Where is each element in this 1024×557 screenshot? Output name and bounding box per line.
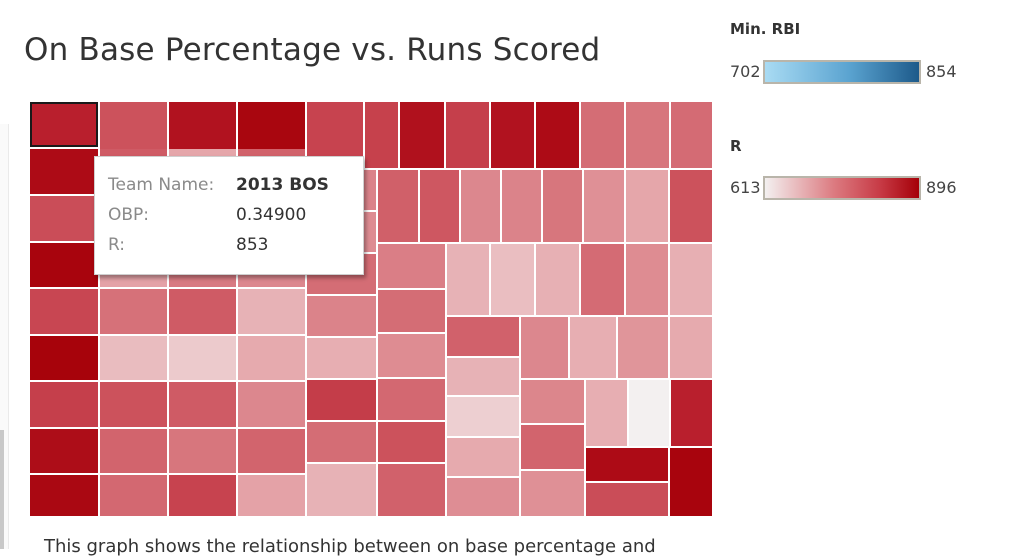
left-panel-edge bbox=[0, 124, 9, 549]
legend-r-max: 896 bbox=[926, 178, 957, 197]
tooltip-value: 2013 BOS bbox=[236, 175, 329, 195]
treemap-tile[interactable] bbox=[521, 471, 584, 516]
tooltip: Team Name: 2013 BOS OBP: 0.34900 R: 853 bbox=[94, 156, 364, 275]
tooltip-row-obp: OBP: 0.34900 bbox=[108, 205, 306, 225]
treemap-tile[interactable] bbox=[536, 244, 579, 315]
treemap-tile[interactable] bbox=[626, 244, 668, 315]
treemap-tile[interactable] bbox=[671, 380, 712, 446]
scrollbar[interactable] bbox=[0, 430, 4, 549]
tooltip-label: OBP: bbox=[108, 205, 150, 225]
tooltip-row-r: R: 853 bbox=[108, 235, 268, 255]
treemap-tile[interactable] bbox=[365, 102, 398, 168]
treemap-tile[interactable] bbox=[100, 336, 167, 380]
treemap-tile[interactable] bbox=[447, 438, 519, 476]
treemap-tile[interactable] bbox=[238, 336, 305, 380]
treemap-tile[interactable] bbox=[543, 170, 582, 242]
treemap bbox=[30, 102, 714, 518]
treemap-tile[interactable] bbox=[30, 429, 98, 473]
legend-r-gradient bbox=[763, 176, 921, 200]
treemap-tile[interactable] bbox=[670, 244, 712, 315]
treemap-tile[interactable] bbox=[570, 317, 616, 378]
treemap-tile[interactable] bbox=[238, 475, 305, 516]
legend-rbi-gradient bbox=[763, 60, 921, 84]
treemap-tile[interactable] bbox=[491, 102, 534, 168]
treemap-tile[interactable] bbox=[100, 475, 167, 516]
treemap-tile[interactable] bbox=[521, 380, 584, 423]
treemap-tile[interactable] bbox=[378, 244, 445, 288]
treemap-tile[interactable] bbox=[586, 483, 668, 516]
tooltip-value: 853 bbox=[236, 235, 269, 255]
treemap-tile[interactable] bbox=[30, 382, 98, 427]
treemap-tile[interactable] bbox=[169, 336, 236, 380]
tooltip-label: R: bbox=[108, 235, 126, 255]
treemap-tile[interactable] bbox=[581, 244, 624, 315]
treemap-tile[interactable] bbox=[238, 289, 305, 334]
treemap-tile[interactable] bbox=[584, 170, 624, 242]
treemap-tile-selected[interactable] bbox=[30, 102, 98, 147]
treemap-tile[interactable] bbox=[446, 102, 489, 168]
treemap-tile[interactable] bbox=[378, 464, 445, 516]
tooltip-row-team: Team Name: 2013 BOS bbox=[108, 175, 329, 195]
treemap-tile[interactable] bbox=[307, 296, 376, 336]
treemap-tile[interactable] bbox=[307, 338, 376, 378]
treemap-tile[interactable] bbox=[378, 422, 445, 462]
treemap-tile[interactable] bbox=[629, 380, 669, 446]
treemap-tile[interactable] bbox=[378, 290, 445, 332]
treemap-tile[interactable] bbox=[447, 244, 489, 315]
treemap-tile[interactable] bbox=[447, 317, 519, 356]
treemap-tile[interactable] bbox=[30, 196, 98, 241]
treemap-tile[interactable] bbox=[671, 102, 712, 168]
treemap-tile[interactable] bbox=[30, 336, 98, 380]
treemap-tile[interactable] bbox=[447, 478, 519, 516]
treemap-tile[interactable] bbox=[169, 382, 236, 427]
treemap-tile[interactable] bbox=[670, 448, 712, 516]
treemap-tile[interactable] bbox=[378, 334, 445, 377]
treemap-tile[interactable] bbox=[447, 358, 519, 395]
tooltip-label: Team Name: bbox=[108, 175, 215, 195]
treemap-tile[interactable] bbox=[618, 317, 668, 378]
treemap-tile[interactable] bbox=[100, 382, 167, 427]
treemap-tile[interactable] bbox=[521, 317, 568, 378]
treemap-tile[interactable] bbox=[536, 102, 579, 168]
legend-rbi-max: 854 bbox=[926, 62, 957, 81]
treemap-tile[interactable] bbox=[626, 170, 668, 242]
treemap-tile[interactable] bbox=[30, 289, 98, 334]
treemap-tile[interactable] bbox=[169, 429, 236, 473]
chart-title: On Base Percentage vs. Runs Scored bbox=[24, 32, 601, 68]
treemap-tile[interactable] bbox=[307, 380, 376, 420]
treemap-tile[interactable] bbox=[307, 422, 376, 462]
treemap-tile[interactable] bbox=[238, 382, 305, 427]
treemap-tile[interactable] bbox=[169, 475, 236, 516]
legend-r-title: R bbox=[730, 137, 742, 155]
treemap-tile[interactable] bbox=[502, 170, 541, 242]
treemap-tile[interactable] bbox=[420, 170, 459, 242]
tooltip-value: 0.34900 bbox=[236, 205, 307, 225]
treemap-tile[interactable] bbox=[447, 397, 519, 436]
treemap-tile[interactable] bbox=[169, 289, 236, 334]
treemap-tile[interactable] bbox=[307, 464, 376, 516]
legend-r-min: 613 bbox=[730, 178, 761, 197]
treemap-tile[interactable] bbox=[30, 475, 98, 516]
treemap-tile[interactable] bbox=[581, 102, 624, 168]
treemap-tile[interactable] bbox=[378, 379, 445, 420]
legend-rbi-title: Min. RBI bbox=[730, 20, 801, 38]
treemap-tile[interactable] bbox=[521, 425, 584, 469]
treemap-tile[interactable] bbox=[100, 289, 167, 334]
treemap-tile[interactable] bbox=[30, 243, 98, 287]
treemap-tile[interactable] bbox=[461, 170, 500, 242]
treemap-tile[interactable] bbox=[378, 170, 418, 242]
caption: This graph shows the relationship betwee… bbox=[44, 536, 656, 557]
treemap-tile[interactable] bbox=[400, 102, 444, 168]
treemap-tile[interactable] bbox=[491, 244, 534, 315]
treemap-tile[interactable] bbox=[670, 170, 712, 242]
treemap-tile[interactable] bbox=[626, 102, 669, 168]
treemap-tile[interactable] bbox=[670, 317, 712, 378]
treemap-tile[interactable] bbox=[238, 429, 305, 473]
treemap-tile[interactable] bbox=[586, 448, 668, 481]
treemap-tile[interactable] bbox=[100, 429, 167, 473]
treemap-tile[interactable] bbox=[586, 380, 627, 446]
treemap-tile[interactable] bbox=[30, 149, 98, 194]
legend-rbi-min: 702 bbox=[730, 62, 761, 81]
